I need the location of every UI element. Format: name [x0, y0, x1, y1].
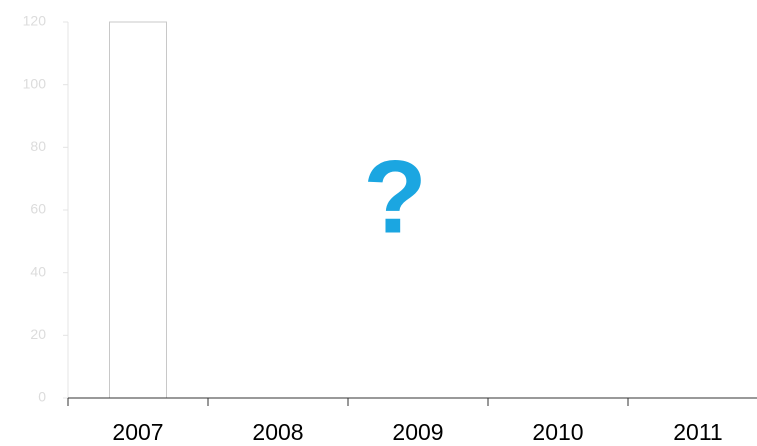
- x-tick-label: 2010: [532, 419, 583, 445]
- x-tick-label: 2011: [673, 419, 722, 445]
- bar: [109, 21, 167, 399]
- y-tick-label: 80: [30, 138, 46, 154]
- x-tick-label: 2009: [392, 419, 443, 445]
- y-tick-label: 120: [23, 13, 47, 29]
- y-tick-label: 100: [23, 75, 47, 91]
- y-tick-label: 60: [30, 201, 46, 217]
- x-tick-label: 2007: [112, 419, 163, 445]
- y-tick-label: 40: [30, 263, 46, 279]
- annotation: ?: [363, 139, 427, 255]
- x-tick-label: 2008: [252, 419, 303, 445]
- y-tick-label: 0: [38, 389, 46, 405]
- y-tick-label: 20: [30, 326, 46, 342]
